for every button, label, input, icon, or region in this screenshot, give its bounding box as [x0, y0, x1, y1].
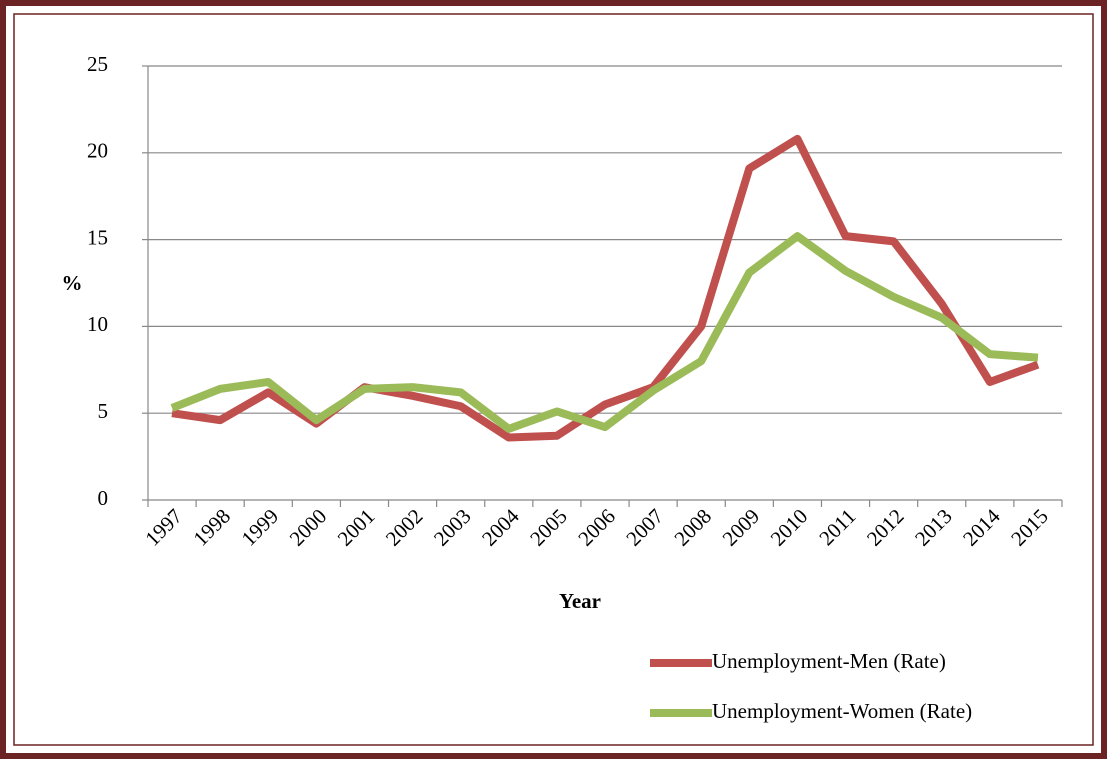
- y-tick-label: 25: [87, 52, 108, 76]
- y-tick-label: 10: [87, 312, 108, 336]
- y-axis-label: %: [62, 271, 83, 295]
- x-tick-label: 2007: [621, 504, 668, 551]
- x-tick-label: 2011: [814, 504, 860, 550]
- legend-label: Unemployment-Women (Rate): [712, 699, 972, 723]
- x-tick-label: 1999: [237, 504, 284, 551]
- y-tick-label: 5: [98, 399, 109, 423]
- x-tick-label: 2000: [285, 504, 332, 551]
- x-tick-label: 1998: [188, 504, 235, 551]
- x-tick-label: 2010: [766, 504, 813, 551]
- x-tick-label: 2009: [718, 504, 765, 551]
- y-tick-label: 0: [98, 486, 109, 510]
- x-tick-label: 2003: [429, 504, 476, 551]
- x-axis-label: Year: [559, 589, 601, 613]
- x-tick-label: 2006: [573, 504, 620, 551]
- x-tick-label: 2005: [525, 504, 572, 551]
- x-tick-label: 2015: [1006, 504, 1053, 551]
- x-tick-label: 2004: [477, 504, 524, 551]
- x-tick-label: 2002: [381, 504, 428, 551]
- y-tick-label: 15: [87, 225, 108, 249]
- series-line: [170, 232, 1039, 433]
- x-tick-label: 2008: [669, 504, 716, 551]
- inner-frame: [13, 13, 1094, 746]
- x-tick-label: 2012: [862, 504, 909, 551]
- series-line: [171, 134, 1040, 442]
- x-tick-label: 2001: [333, 504, 380, 551]
- y-tick-label: 20: [87, 139, 108, 163]
- legend-label: Unemployment-Men (Rate): [712, 649, 946, 673]
- x-tick-label: 1997: [140, 504, 187, 551]
- x-tick-label: 2014: [958, 504, 1005, 551]
- x-tick-label: 2013: [910, 504, 957, 551]
